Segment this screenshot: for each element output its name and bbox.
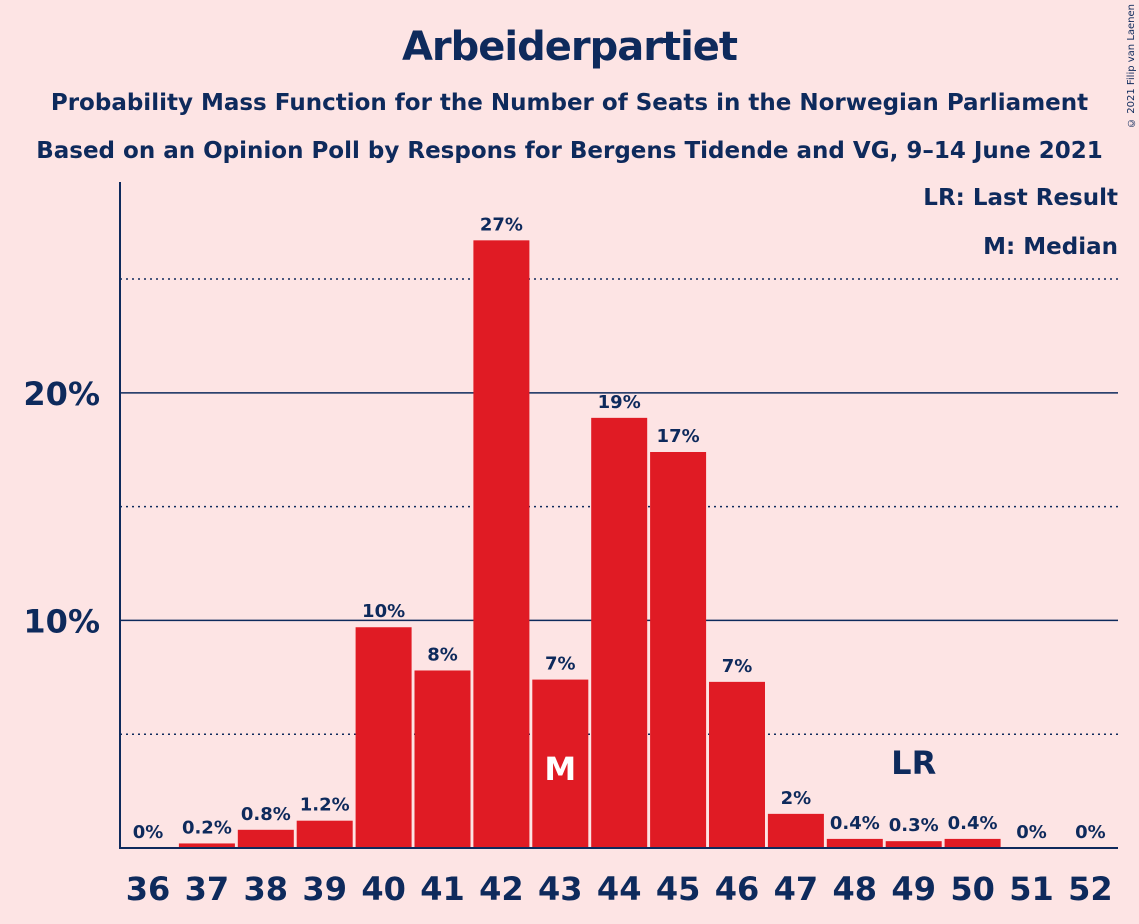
x-tick-label: 50	[950, 870, 995, 908]
x-tick-label: 52	[1068, 870, 1113, 908]
data-label: 7%	[545, 654, 576, 675]
data-label: 0%	[1016, 822, 1047, 843]
bar	[355, 627, 412, 848]
x-tick-label: 42	[479, 870, 524, 908]
data-label: 2%	[781, 788, 812, 809]
data-label: 17%	[657, 426, 700, 447]
data-label: 0%	[1075, 822, 1106, 843]
bar	[885, 841, 942, 848]
x-tick-label: 39	[302, 870, 347, 908]
x-tick-label: 44	[597, 870, 642, 908]
bar	[767, 813, 824, 848]
median-marker: M	[544, 750, 576, 788]
x-tick-label: 37	[185, 870, 230, 908]
data-label: 27%	[480, 214, 523, 235]
data-label: 10%	[362, 601, 405, 622]
data-label: 7%	[722, 656, 753, 677]
x-tick-label: 49	[891, 870, 936, 908]
data-label: 19%	[598, 392, 641, 413]
legend-last-result: LR: Last Result	[923, 185, 1118, 211]
bar	[944, 838, 1001, 848]
x-tick-label: 43	[538, 870, 583, 908]
bar	[826, 838, 883, 848]
bar	[532, 679, 589, 848]
x-tick-label: 46	[715, 870, 760, 908]
data-label: 0%	[133, 822, 164, 843]
x-tick-label: 48	[833, 870, 878, 908]
data-label: 0.3%	[889, 815, 939, 836]
x-tick-label: 40	[361, 870, 406, 908]
x-tick-label: 45	[656, 870, 701, 908]
data-label: 0.4%	[948, 813, 998, 834]
bar	[178, 843, 235, 848]
x-tick-label: 51	[1009, 870, 1054, 908]
bar	[473, 240, 530, 849]
y-tick-label: 20%	[23, 375, 100, 413]
x-tick-label: 47	[774, 870, 819, 908]
bar	[414, 670, 471, 848]
data-label: 8%	[427, 644, 458, 665]
legend-median: M: Median	[983, 234, 1118, 260]
chart-subtitle-1: Probability Mass Function for the Number…	[50, 90, 1089, 116]
bar	[237, 829, 294, 848]
y-tick-label: 10%	[23, 602, 100, 640]
bar	[296, 820, 353, 848]
bar	[650, 451, 707, 848]
data-label: 1.2%	[300, 795, 350, 816]
x-tick-label: 41	[420, 870, 465, 908]
last-result-marker: LR	[891, 744, 936, 782]
data-label: 0.2%	[182, 817, 232, 838]
chart-subtitle-2: Based on an Opinion Poll by Respons for …	[36, 138, 1103, 164]
data-label: 0.8%	[241, 804, 291, 825]
x-tick-label: 38	[244, 870, 289, 908]
bar	[709, 681, 765, 848]
x-tick-label: 36	[126, 870, 171, 908]
bar	[591, 417, 648, 848]
chart-title: Arbeiderpartiet	[401, 24, 738, 70]
data-label: 0.4%	[830, 813, 880, 834]
